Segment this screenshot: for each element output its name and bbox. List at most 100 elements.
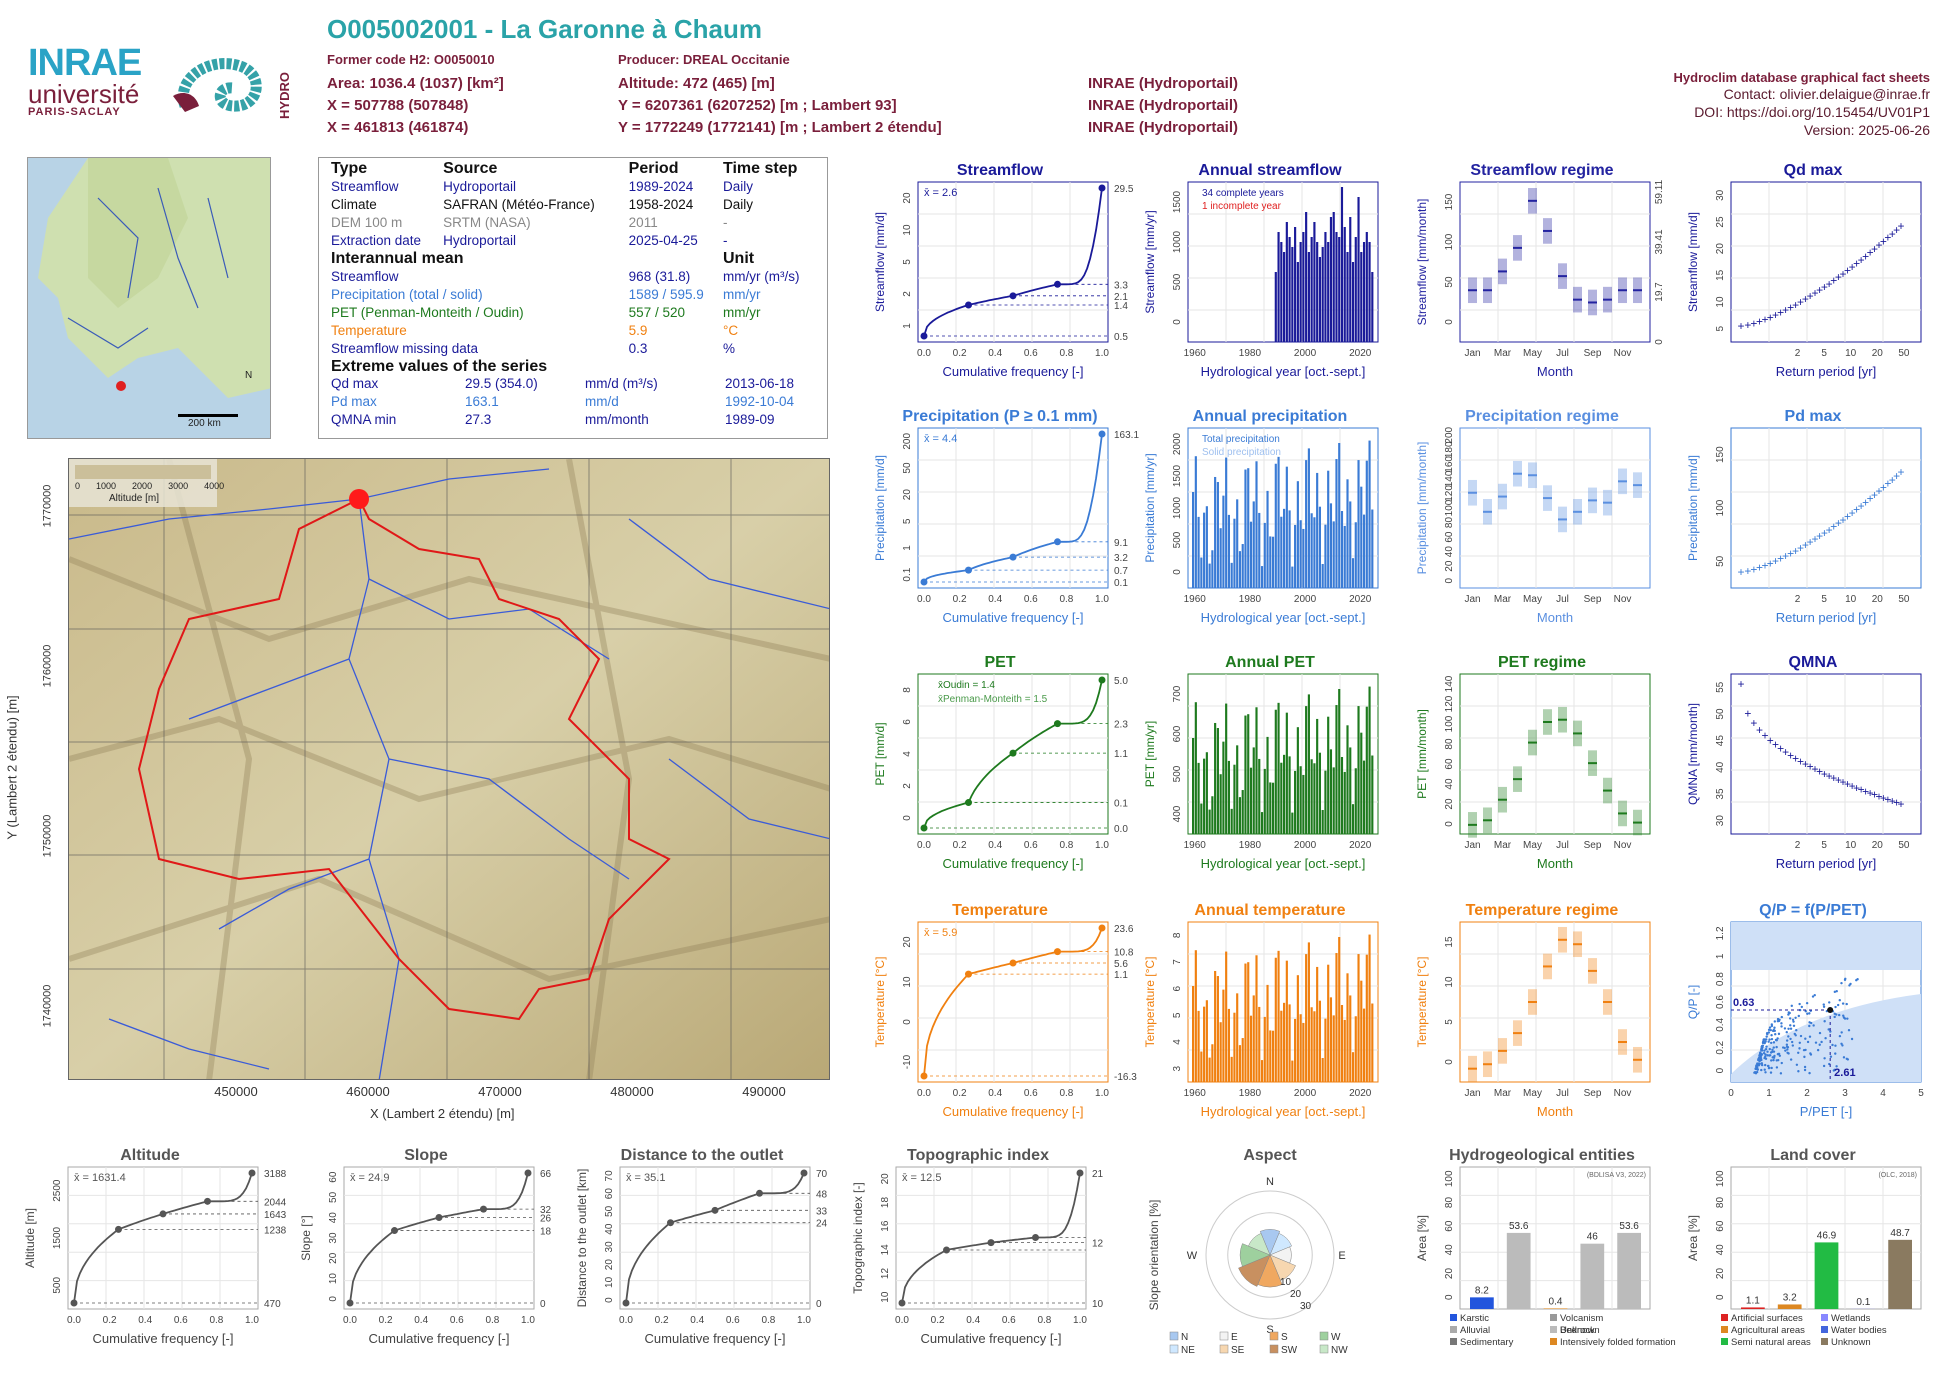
annual-bar	[1214, 971, 1216, 1082]
y-lambert93: Y = 6207361 (6207252) [m ; Lambert 93]	[618, 97, 897, 114]
right-value-label: 3.3	[1114, 280, 1128, 291]
scatter-point	[1839, 1035, 1841, 1037]
annual-bar	[1244, 470, 1246, 588]
annual-bar	[1341, 757, 1343, 834]
y-tick-label: 100	[1444, 1170, 1455, 1187]
x-axis-label: Hydrological year [oct.-sept.]	[1201, 364, 1366, 379]
y-tick-label: 40	[1715, 761, 1726, 773]
annual-bar	[1297, 481, 1299, 588]
annual-bar	[1327, 965, 1329, 1082]
annual-bar	[1255, 461, 1257, 588]
annual-bar	[1311, 513, 1313, 588]
scatter-point	[1787, 1046, 1789, 1048]
annual-bar	[1360, 981, 1362, 1082]
legend-swatch	[1270, 1345, 1278, 1353]
annual-bar	[1344, 772, 1346, 834]
y-tick-label: 50	[1715, 708, 1726, 720]
chart-temperature: TemperatureCumulative frequency [-]Tempe…	[870, 900, 1130, 1138]
y-tick-label: 25	[1715, 216, 1726, 228]
y-axis-label: Precipitation [mm/d]	[873, 455, 887, 561]
month-label: May	[1523, 348, 1542, 359]
annual-bar	[1308, 252, 1310, 342]
annual-bar	[1244, 716, 1246, 834]
x-tick-label: 0.2	[103, 1315, 117, 1326]
y-tick-label: 2	[902, 783, 913, 789]
legend-swatch	[1821, 1338, 1828, 1345]
y-tick-label: 0	[604, 1297, 615, 1303]
scatter-point	[1791, 1005, 1793, 1007]
annual-bar	[1371, 272, 1373, 342]
right-value-label: 1643	[264, 1210, 287, 1221]
annual-bar	[1264, 769, 1266, 834]
scatter-point	[1803, 1049, 1805, 1051]
right-value-label: 0	[816, 1299, 822, 1310]
right-tick-label: 0	[1654, 339, 1665, 345]
scatter-point	[1766, 1033, 1768, 1035]
annual-bar	[1206, 1000, 1208, 1082]
y-tick-label: 1.2	[1715, 926, 1726, 940]
scatter-point	[1769, 1026, 1771, 1028]
legend-swatch	[1220, 1332, 1228, 1340]
cdf-point	[160, 1210, 167, 1217]
chart-title: Annual precipitation	[1193, 408, 1348, 425]
annual-bar	[1294, 227, 1296, 342]
x-tick-label: 0	[1728, 1088, 1734, 1099]
x-tick-label: 10	[1845, 348, 1857, 359]
cdf-point	[480, 1206, 487, 1213]
x-tick-label: 1.0	[1095, 594, 1109, 605]
y-tick-label: 100	[1715, 1170, 1726, 1187]
annual-bar	[1272, 1031, 1274, 1082]
annual-bar	[1269, 1030, 1271, 1082]
return-period-point: +	[1897, 219, 1904, 233]
month-label: Jan	[1464, 594, 1480, 605]
cdf-point	[1099, 431, 1106, 438]
x-tick-label: 0.0	[917, 1088, 931, 1099]
annual-bar	[1308, 694, 1310, 834]
annual-bar	[1258, 513, 1260, 588]
x-tick-label: 2020	[1349, 840, 1372, 851]
scatter-point	[1819, 1032, 1821, 1034]
annual-bar	[1291, 247, 1293, 342]
month-label: Mar	[1494, 1088, 1512, 1099]
legend-swatch	[1821, 1326, 1828, 1333]
compass-label: N	[1266, 1176, 1274, 1188]
x-tick-label: 0.2	[953, 840, 967, 851]
scatter-point	[1840, 1043, 1842, 1045]
category-bar	[1888, 1240, 1912, 1309]
chart-title: Temperature	[952, 902, 1048, 919]
annual-bar	[1195, 702, 1197, 834]
scatter-point	[1773, 1041, 1775, 1043]
y-tick-label: 12	[880, 1268, 891, 1280]
chart-pet_regime: PET regime Month PET [mm/month] 0 20 40 60 80 10…	[1412, 652, 1672, 890]
x-axis-label: Cumulative frequency [-]	[93, 1331, 234, 1346]
scatter-point	[1807, 1041, 1809, 1043]
y-tick-label: 500	[52, 1277, 63, 1294]
right-value-label: 0.0	[1114, 824, 1128, 835]
annual-bar	[1297, 727, 1299, 834]
chart-title: Precipitation regime	[1465, 408, 1619, 425]
annual-bar	[1289, 510, 1291, 588]
scatter-point	[1789, 1024, 1791, 1026]
y-tick-label: 20	[902, 489, 913, 501]
legend-swatch	[1450, 1314, 1457, 1321]
cdf-point	[1054, 281, 1061, 288]
x-tick-label: 0.8	[1059, 1088, 1073, 1099]
annual-bar	[1283, 509, 1285, 588]
ring-label: 10	[1280, 1277, 1292, 1288]
annual-bar	[1330, 503, 1332, 588]
scatter-point	[1810, 1022, 1812, 1024]
y-axis-label: Temperature [°C]	[1415, 957, 1429, 1048]
chart-precipitation_regime: Precipitation regimeMonthPrecipitation […	[1412, 406, 1672, 644]
annual-bar	[1311, 1007, 1313, 1082]
annual-bar	[1319, 507, 1321, 588]
annual-bar	[1363, 515, 1365, 588]
scatter-point	[1784, 1027, 1786, 1029]
y-tick-label: 50	[1444, 276, 1455, 288]
category-bar	[1580, 1244, 1604, 1309]
annual-bar	[1324, 771, 1326, 834]
scatter-point	[1840, 1031, 1842, 1033]
x-tick-label: 2020	[1349, 594, 1372, 605]
x-axis-label: Hydrological year [oct.-sept.]	[1201, 610, 1366, 625]
scatter-point	[1768, 1038, 1770, 1040]
right-value-label: 9.1	[1114, 538, 1128, 549]
